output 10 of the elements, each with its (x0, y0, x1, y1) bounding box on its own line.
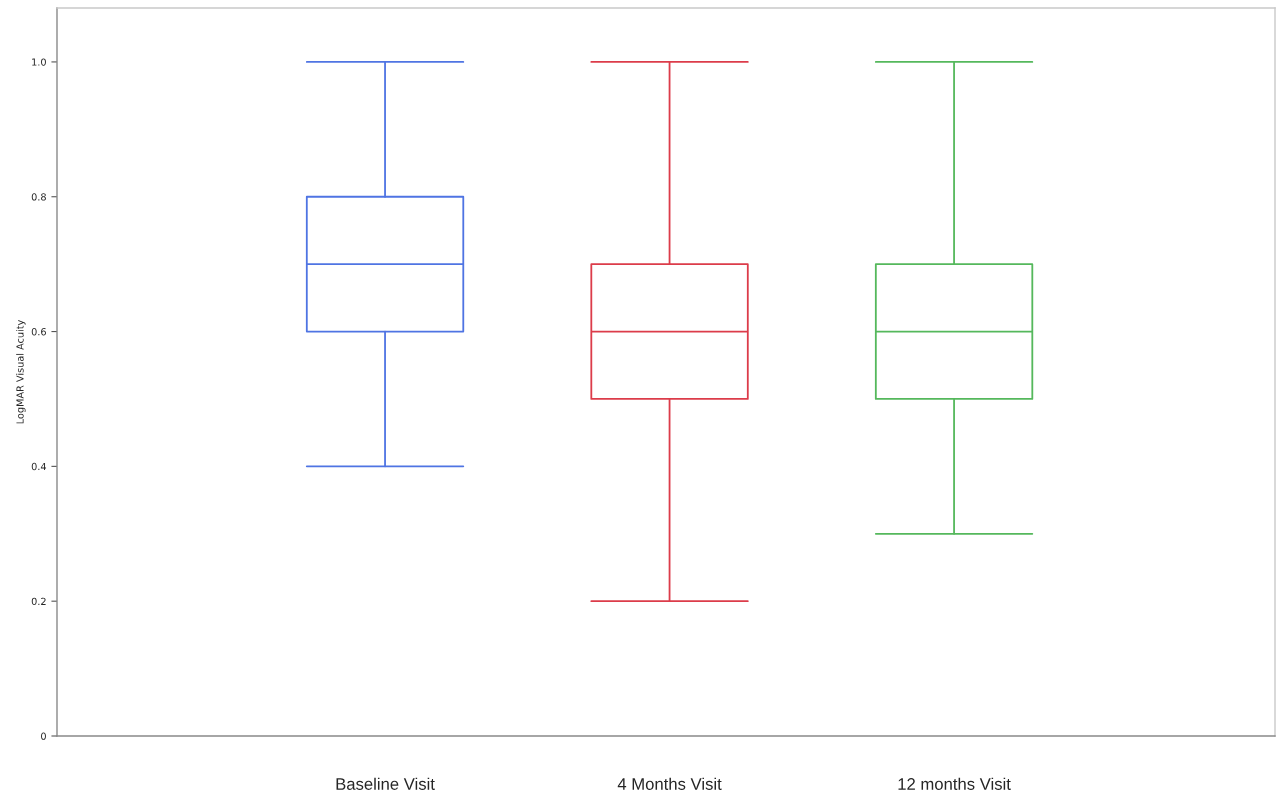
x-tick-label: Baseline Visit (336, 777, 435, 790)
y-tick-label: 0.8 (31, 193, 46, 201)
y-axis-title: LogMAR Visual Acuity (16, 319, 26, 424)
y-tick-label: 0.4 (31, 462, 47, 471)
y-tick-label: 0 (41, 732, 46, 740)
y-tick-label: 0.2 (31, 597, 46, 606)
y-tick-label: 1.0 (32, 58, 46, 66)
x-tick-label: 12 months Visit (898, 777, 1011, 790)
x-tick-label: 4 Months Visit (617, 777, 722, 790)
y-tick-label: 0.6 (31, 328, 46, 336)
